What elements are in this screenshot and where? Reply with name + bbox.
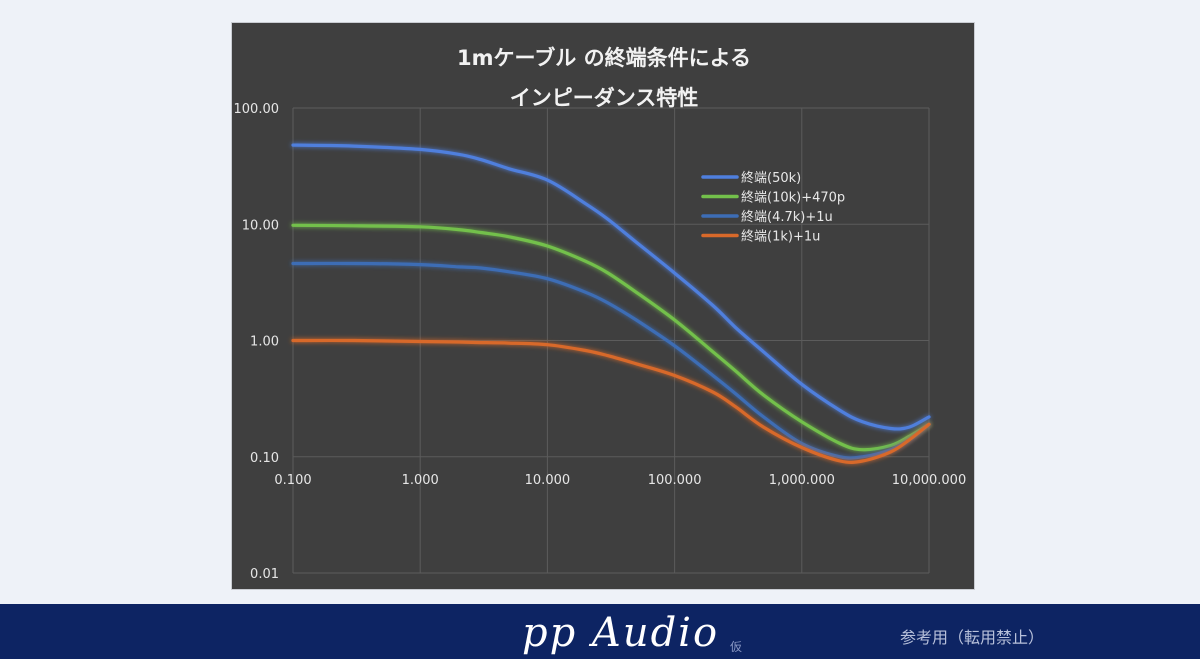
x-tick-label: 100.000 [648,473,702,488]
y-tick-label: 10.00 [242,218,279,233]
footer-bar: pp Audio 仮 参考用（転用禁止） [0,604,1200,659]
y-tick-label: 100.00 [234,102,280,117]
series-line-2 [291,223,931,452]
x-tick-label: 10.000 [525,473,571,488]
legend-label-3: 終端(4.7k)+1u [741,209,833,225]
x-tick-label: 1.000 [402,473,439,488]
series-line-3 [291,261,931,460]
x-tick-label: 10,000.000 [892,473,966,488]
chart-title-line-2: インピーダンス特性 [510,86,699,110]
y-axis-ticks: 0.01 0.10 1.00 10.00 100.00 [234,102,280,582]
series-line-1 [291,143,931,431]
series-line-4 [291,338,931,464]
chart-legend: 終端(50k) 終端(10k)+470p 終端(4.7k)+1u 終端(1k)+1u [701,170,845,245]
chart-panel: 1mケーブル の終端条件による インピーダンス特性 0.01 0.10 1.00 10.… [231,22,975,590]
x-tick-label: 0.100 [274,473,311,488]
y-tick-label: 0.10 [250,451,279,466]
legend-label-2: 終端(10k)+470p [741,190,845,206]
legend-label-1: 終端(50k) [741,170,801,186]
usage-note: 参考用（転用禁止） [900,628,1045,647]
chart-series [291,143,931,464]
x-tick-label: 1,000.000 [769,473,835,488]
chart-title-line-1: 1mケーブル の終端条件による [457,46,751,70]
legend-label-4: 終端(1k)+1u [741,229,820,245]
brand-sub-mark: 仮 [730,640,743,654]
x-axis-ticks: 0.100 1.000 10.000 100.000 1,000.000 10,000.0… [274,473,966,488]
brand-logo: pp Audio [522,610,720,656]
y-tick-label: 1.00 [250,335,279,350]
y-tick-label: 0.01 [250,567,279,582]
